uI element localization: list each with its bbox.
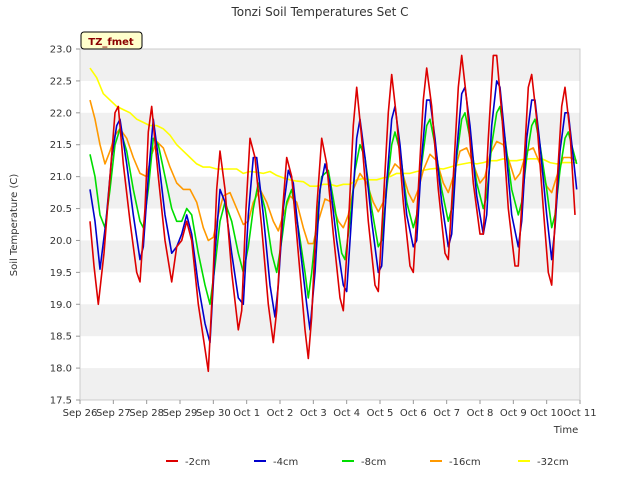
grid-band — [80, 304, 580, 337]
y-tick-label: 18.5 — [50, 332, 72, 343]
y-tick-label: 20.5 — [50, 204, 72, 215]
badge-label: TZ_fmet — [88, 37, 134, 48]
y-tick-label: 22.5 — [50, 76, 72, 87]
series-line-m32cm — [89, 67, 577, 187]
y-tick-label: 23.0 — [50, 45, 72, 56]
y-tick-label: 19.5 — [50, 268, 72, 279]
y-tick-label: 21.0 — [50, 172, 72, 183]
legend-label: -32cm — [537, 457, 569, 468]
series-lines — [89, 54, 578, 373]
series-line-m2cm — [89, 54, 576, 373]
x-tick-label: Oct 5 — [367, 408, 394, 419]
legend-label: -8cm — [361, 457, 386, 468]
x-tick-label: Oct 4 — [333, 408, 360, 419]
y-tick-label: 18.0 — [50, 364, 72, 375]
y-tick-label: 22.0 — [50, 108, 72, 119]
plot-fill — [80, 49, 580, 400]
x-tick-label: Sep 29 — [163, 408, 198, 419]
grid-band — [80, 368, 580, 400]
legend-label: -4cm — [273, 457, 298, 468]
plot-area — [79, 48, 581, 401]
x-tick-label: Oct 1 — [233, 408, 260, 419]
grid-band — [80, 49, 580, 81]
y-tick-label: 21.5 — [50, 140, 72, 151]
legend-label: -2cm — [185, 457, 210, 468]
y-axis: 17.5 18.0 18.5 19.0 19.5 20.0 20.5 21.0 21.5 22.0… — [50, 45, 80, 407]
tz-badge: TZ_fmet — [80, 31, 143, 50]
legend-label: -16cm — [449, 457, 481, 468]
x-tick-label: Sep 27 — [96, 408, 131, 419]
x-tick-label: Oct 6 — [400, 408, 427, 419]
y-tick-label: 20.0 — [50, 236, 72, 247]
badge-box — [80, 31, 143, 50]
y-axis-label: Soil Temperature (C) — [9, 174, 20, 277]
x-tick-label: Oct 8 — [467, 408, 494, 419]
x-tick-label: Oct 7 — [433, 408, 460, 419]
x-tick-label: Oct 3 — [300, 408, 327, 419]
y-tick-label: 17.5 — [50, 396, 72, 407]
legend: -2cm -4cm -8cm -16cm -32cm — [166, 457, 569, 468]
x-tick-label: Sep 26 — [63, 408, 98, 419]
x-tick-label: Sep 30 — [196, 408, 231, 419]
x-axis-label: Time — [553, 425, 578, 436]
x-tick-label: Sep 28 — [129, 408, 164, 419]
x-tick-label: Oct 9 — [500, 408, 527, 419]
plot-background-bands — [80, 49, 580, 400]
x-tick-label: Oct 2 — [267, 408, 294, 419]
x-tick-label: Oct 11 — [563, 408, 596, 419]
chart-title: Tonzi Soil Temperatures Set C — [230, 5, 408, 19]
grid-band — [80, 240, 580, 273]
x-tick-label: Oct 10 — [530, 408, 563, 419]
y-tick-label: 19.0 — [50, 300, 72, 311]
